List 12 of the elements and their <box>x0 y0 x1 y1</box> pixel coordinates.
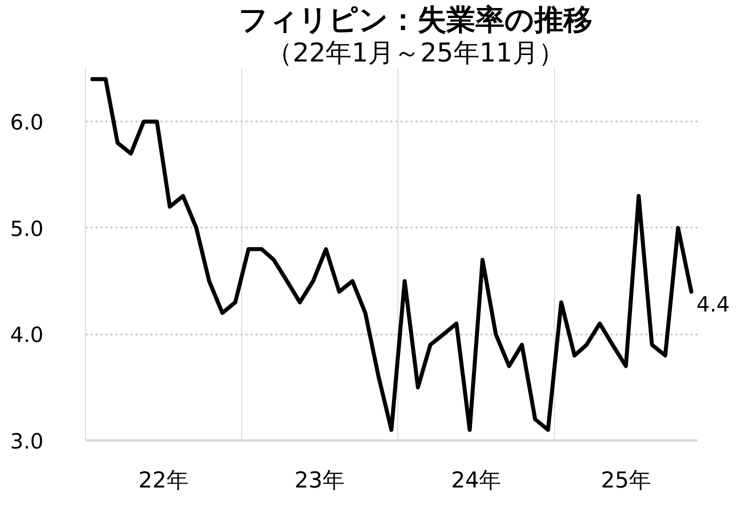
x-tick-label: 22年 <box>138 468 188 494</box>
x-tick-label: 23年 <box>294 468 345 494</box>
y-tick-label: 5.0 <box>10 216 44 241</box>
data-label: 4.4 <box>696 292 730 317</box>
line-series <box>90 77 694 432</box>
y-tick-label: 3.0 <box>10 430 44 454</box>
chart-title: フィリピン：失業率の推移 <box>238 2 592 36</box>
chart-subtitle: （22年1月～25年11月） <box>266 38 564 68</box>
x-tick-label: 24年 <box>451 468 502 494</box>
y-tick-label: 4.0 <box>10 323 44 348</box>
x-tick-label: 25年 <box>600 468 651 494</box>
y-tick-label: 6.0 <box>10 110 44 135</box>
